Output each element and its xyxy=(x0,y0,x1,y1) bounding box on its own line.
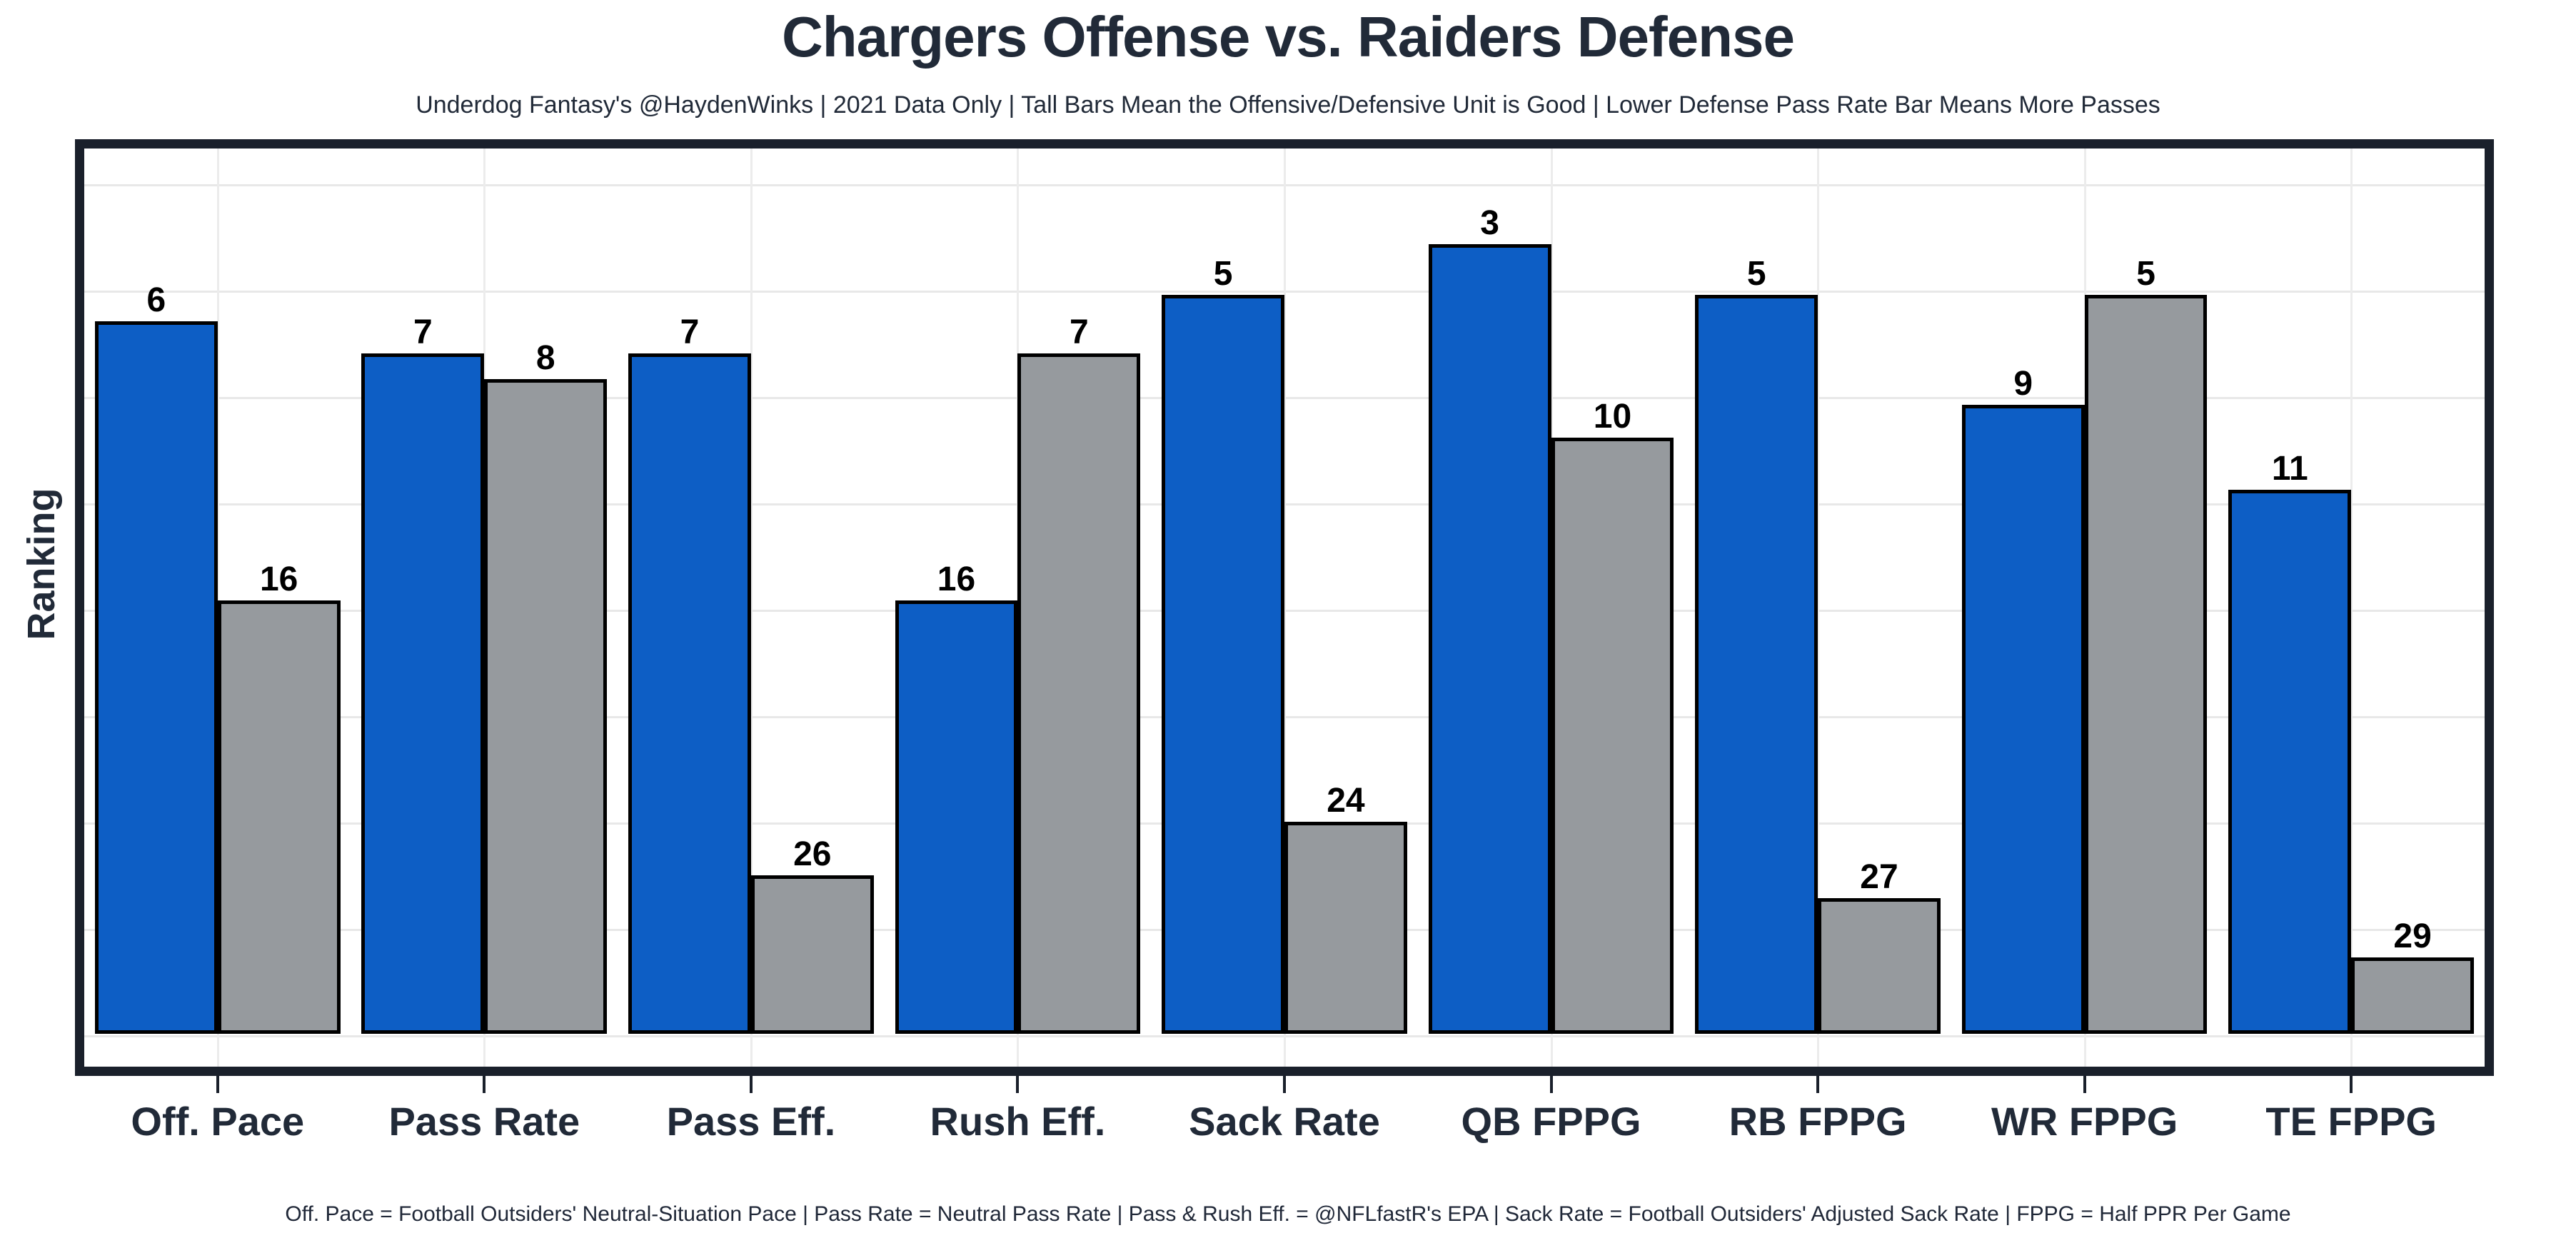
bar-group-rush-eff: 16 7 xyxy=(885,149,1152,1067)
chart-title: Chargers Offense vs. Raiders Defense xyxy=(782,5,1795,69)
bar-group-sack-rate: 5 24 xyxy=(1151,149,1418,1067)
bar-value-label: 9 xyxy=(2013,365,2033,403)
bar-defense: 7 xyxy=(1017,316,1141,1035)
bar-value-label: 5 xyxy=(1746,254,1766,293)
x-tick xyxy=(1283,1076,1286,1093)
x-tick xyxy=(2350,1076,2353,1093)
x-axis-ticks xyxy=(84,1076,2485,1094)
bar-value-label: 7 xyxy=(680,313,700,352)
bar-offense: 9 xyxy=(1961,367,2085,1035)
category-label: QB FPPG xyxy=(1461,1099,1641,1144)
bar-value-label: 16 xyxy=(937,560,976,599)
bar-offense: 16 xyxy=(895,563,1018,1035)
category-label: RB FPPG xyxy=(1729,1099,1907,1144)
bar-defense: 29 xyxy=(2351,920,2475,1035)
x-tick xyxy=(2083,1076,2086,1093)
bar-value-label: 7 xyxy=(413,313,433,352)
x-tick xyxy=(1549,1076,1553,1093)
bar-value-label: 16 xyxy=(259,560,298,599)
bar-offense: 3 xyxy=(1428,206,1551,1035)
x-tick xyxy=(483,1076,486,1093)
bar-value-label: 6 xyxy=(146,281,166,320)
bar-defense: 10 xyxy=(1551,400,1674,1035)
category-label: Sack Rate xyxy=(1189,1099,1380,1144)
bar-defense: 16 xyxy=(217,563,341,1035)
x-tick xyxy=(1016,1076,1020,1093)
bar-value-label: 10 xyxy=(1593,398,1632,436)
bar-offense: 7 xyxy=(628,316,751,1035)
category-label: WR FPPG xyxy=(1991,1099,2178,1144)
bar-group-te-fppg: 11 29 xyxy=(2218,149,2485,1067)
x-axis-category-labels: Off. Pace Pass Rate Pass Eff. Rush Eff. Sack… xyxy=(84,1098,2485,1148)
x-tick xyxy=(216,1076,219,1093)
y-axis-label: Ranking xyxy=(20,488,63,640)
bar-offense: 7 xyxy=(361,316,485,1035)
bar-offense: 5 xyxy=(1695,256,1818,1035)
bar-group-pass-eff: 7 26 xyxy=(618,149,885,1067)
bar-value-label: 7 xyxy=(1069,313,1089,352)
bar-defense: 24 xyxy=(1284,784,1407,1035)
category-label: Pass Rate xyxy=(388,1099,580,1144)
bar-value-label: 3 xyxy=(1480,204,1499,243)
x-tick xyxy=(749,1076,753,1093)
gridline-vertical xyxy=(2350,149,2353,1067)
bar-value-label: 24 xyxy=(1327,782,1365,820)
x-tick xyxy=(1816,1076,1820,1093)
bar-group-qb-fppg: 3 10 xyxy=(1418,149,1685,1067)
category-label: TE FPPG xyxy=(2265,1099,2437,1144)
bar-value-label: 29 xyxy=(2393,917,2432,956)
category-label: Off. Pace xyxy=(131,1099,305,1144)
bar-offense: 6 xyxy=(94,283,218,1035)
gridline-vertical xyxy=(1284,149,1286,1067)
bar-value-label: 27 xyxy=(1860,857,1898,896)
bar-value-label: 8 xyxy=(535,339,555,378)
bar-offense: 5 xyxy=(1162,256,1284,1035)
plot-frame: 6 16 7 8 7 26 16 7 5 24 3 10 5 27 9 5 11 29 xyxy=(75,139,2494,1076)
chart-subtitle: Underdog Fantasy's @HaydenWinks | 2021 D… xyxy=(416,91,2160,119)
gridline-vertical xyxy=(1817,149,1820,1067)
plot-panel: 6 16 7 8 7 26 16 7 5 24 3 10 5 27 9 5 11 29 xyxy=(84,149,2485,1067)
bar-value-label: 5 xyxy=(2136,254,2155,293)
footnote: Off. Pace = Football Outsiders' Neutral-… xyxy=(285,1202,2291,1226)
bar-defense: 27 xyxy=(1818,860,1941,1035)
category-label: Rush Eff. xyxy=(930,1099,1106,1144)
bar-defense: 5 xyxy=(2084,256,2208,1035)
bar-defense: 26 xyxy=(750,837,874,1035)
bar-value-label: 5 xyxy=(1213,254,1233,293)
gridline-vertical xyxy=(750,149,753,1067)
bar-defense: 8 xyxy=(484,341,608,1035)
bar-value-label: 11 xyxy=(2271,449,2308,488)
category-label: Pass Eff. xyxy=(666,1099,836,1144)
bar-offense: 11 xyxy=(2228,451,2352,1035)
bar-group-off-pace: 6 16 xyxy=(84,149,351,1067)
bar-group-rb-fppg: 5 27 xyxy=(1684,149,1951,1067)
bar-value-label: 26 xyxy=(793,835,832,873)
